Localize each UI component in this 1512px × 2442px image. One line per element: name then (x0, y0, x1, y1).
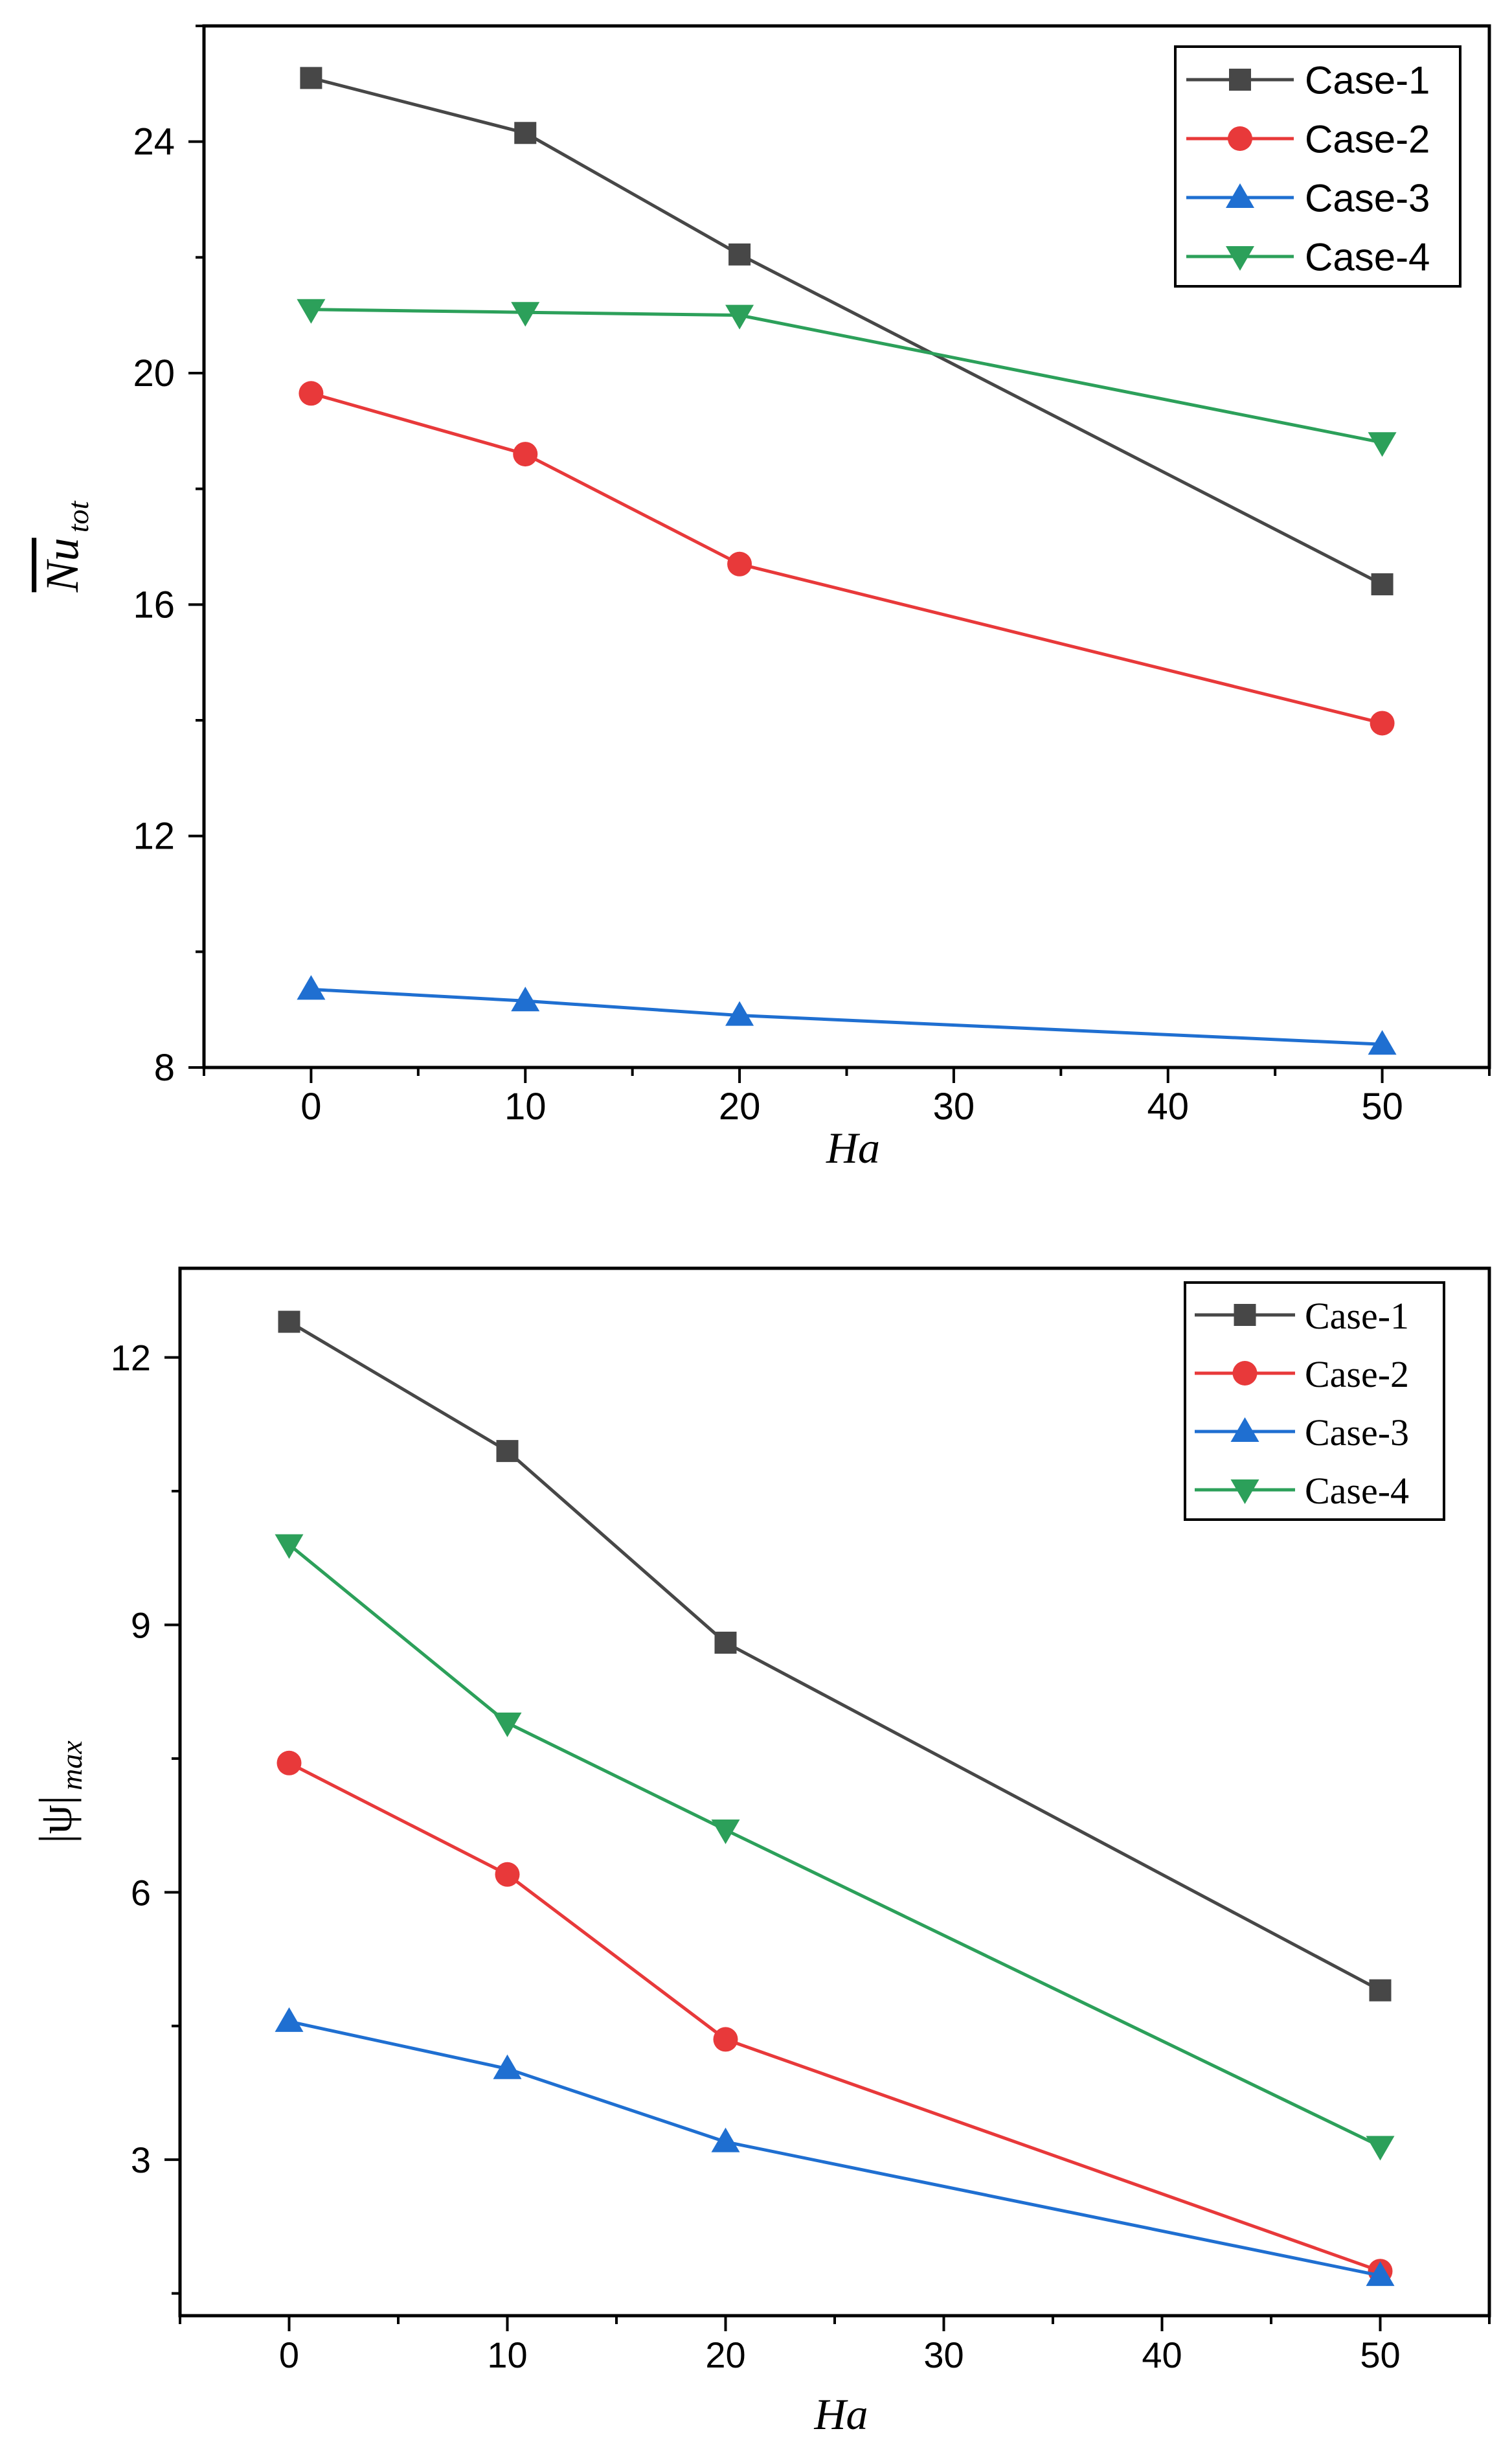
data-point (727, 551, 752, 576)
data-point (728, 243, 751, 266)
data-point (514, 122, 537, 144)
data-point (496, 1440, 519, 1463)
data-point (1368, 1030, 1397, 1055)
data-point (725, 304, 754, 330)
data-point (725, 1001, 754, 1026)
legend-label: Case-2 (1305, 1353, 1409, 1395)
y-axis-label: |ψ| max (30, 1740, 88, 1843)
data-point (495, 1862, 520, 1887)
panel-bottom: 0 10 20 30 40 5036912Ha|ψ|maxCase-1Case-2Case… (30, 1266, 1491, 2439)
data-point (1369, 1979, 1392, 2002)
legend-frame (1184, 1281, 1445, 1521)
y-tick-label: 24 (133, 121, 175, 163)
legend-label: Case-1 (1305, 1295, 1409, 1337)
series-line (310, 391, 1383, 725)
legend-marker (1234, 1304, 1256, 1326)
x-tick-label: 10 (487, 2334, 527, 2375)
legend-marker (1226, 246, 1254, 271)
x-tick-label: 0 (279, 2334, 299, 2375)
y-tick-label: 6 (131, 1872, 151, 1913)
y-tick-label: 12 (133, 816, 175, 858)
x-tick-label: 20 (719, 1086, 761, 1128)
data-point (300, 67, 322, 89)
legend-marker (1232, 1361, 1258, 1386)
x-tick-label: 0 (300, 1086, 321, 1128)
series-Case-3 (297, 975, 1397, 1055)
y-tick-label: 8 (154, 1047, 175, 1089)
series-line (311, 987, 1382, 1046)
legend-marker (1230, 1417, 1259, 1442)
data-point (1370, 711, 1395, 736)
legend-frame (1174, 45, 1461, 288)
series-Case-4 (275, 1534, 1395, 2161)
series-line (288, 1761, 1381, 2273)
x-tick-label: 30 (923, 2334, 964, 2375)
legend-label: Case-4 (1305, 1470, 1409, 1512)
data-point (511, 302, 540, 327)
data-point (275, 2007, 304, 2032)
series-line (288, 1543, 1381, 2148)
y-tick-label: 16 (133, 584, 175, 626)
x-tick-label: 20 (705, 2334, 745, 2375)
legend-marker (1228, 126, 1252, 151)
x-tick-label: 30 (933, 1086, 975, 1128)
y-tick-label: 20 (133, 352, 175, 394)
legend-marker (1229, 69, 1251, 91)
series-Case-3 (275, 2007, 1395, 2287)
legend-marker (1230, 1479, 1259, 1504)
data-point (493, 1712, 522, 1737)
data-point (511, 987, 540, 1012)
data-point (493, 2054, 522, 2079)
series-Case-2 (299, 381, 1395, 736)
data-point (711, 2127, 740, 2152)
series-line (310, 76, 1383, 586)
data-point (1366, 2261, 1395, 2287)
y-tick-label: 12 (111, 1338, 151, 1378)
legend-label: Case-1 (1305, 59, 1430, 102)
y-axis-label-main: Nu (36, 538, 88, 593)
x-tick-label: 40 (1142, 2334, 1182, 2375)
panel-top: 0 10 20 30 40 50812162024HaNutotCase-1Case-2C… (36, 24, 1491, 1172)
series-line (288, 1320, 1381, 1992)
x-axis-label: Ha (813, 2390, 868, 2439)
series-Case-1 (300, 67, 1394, 596)
x-tick-label: 50 (1361, 1086, 1403, 1128)
legend: Case-1 Case-2 Case-3 Case-4 (1174, 45, 1461, 288)
data-point (1371, 573, 1394, 596)
y-axis-label-sub: tot (62, 500, 95, 532)
data-point (276, 1750, 302, 1775)
data-point (299, 381, 324, 406)
data-point (513, 442, 538, 467)
series-line (311, 308, 1383, 444)
x-tick-label: 40 (1147, 1086, 1189, 1128)
y-axis-label-sub: max (55, 1740, 88, 1790)
legend: Case-1 Case-2 Case-3 Case-4 (1184, 1281, 1445, 1521)
y-tick-label: 9 (131, 1604, 151, 1645)
data-point (711, 1819, 740, 1844)
legend-label: Case-3 (1305, 1411, 1409, 1454)
y-axis-label: Nu tot (36, 500, 95, 593)
legend-label: Case-4 (1305, 236, 1430, 279)
series-line (288, 2020, 1381, 2277)
data-point (713, 2027, 738, 2052)
data-point (1368, 432, 1397, 457)
data-point (278, 1310, 300, 1333)
data-point (714, 1631, 737, 1654)
legend-marker (1226, 183, 1254, 208)
data-point (275, 1534, 304, 1559)
data-point (1366, 2136, 1395, 2161)
y-axis-label-main: |ψ| (30, 1796, 82, 1843)
x-axis-label: Ha (826, 1123, 880, 1172)
series-Case-1 (278, 1310, 1392, 2002)
x-tick-label: 10 (504, 1086, 547, 1128)
series-Case-4 (297, 299, 1397, 457)
data-point (297, 975, 326, 1000)
x-tick-label: 50 (1360, 2334, 1400, 2375)
legend-label: Case-3 (1305, 177, 1430, 220)
y-tick-label: 3 (131, 2140, 151, 2180)
data-point (297, 299, 326, 324)
legend-label: Case-2 (1305, 118, 1430, 161)
